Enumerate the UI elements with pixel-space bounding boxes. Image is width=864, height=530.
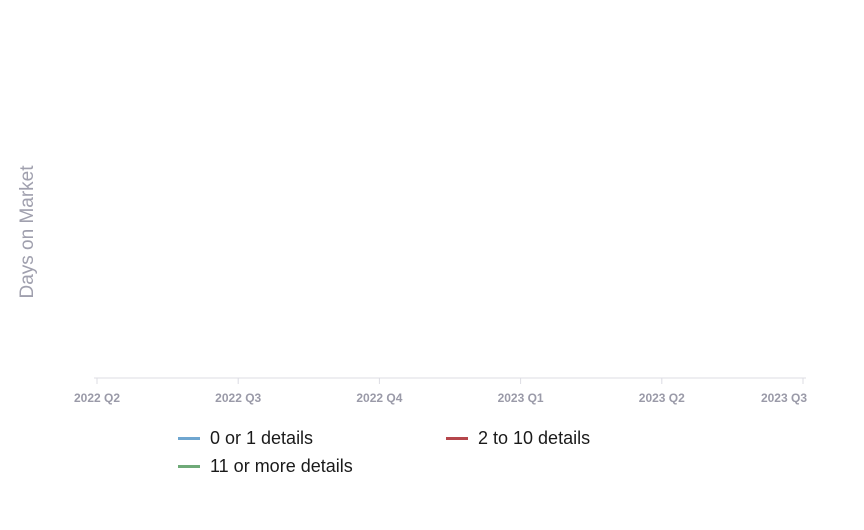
- legend-item: 11 or more details: [178, 456, 353, 477]
- legend-label: 2 to 10 details: [478, 428, 591, 448]
- legend-label: 0 or 1 details: [210, 428, 314, 448]
- x-tick-label: 2023 Q2: [639, 391, 685, 405]
- legend-label: 11 or more details: [210, 456, 353, 476]
- x-tick-label: 2023 Q1: [498, 391, 544, 405]
- x-tick-label: 2022 Q2: [74, 391, 120, 405]
- y-axis-label: Days on Market: [17, 165, 38, 299]
- x-tick-label: 2023 Q3: [761, 391, 807, 405]
- legend-item: 0 or 1 details: [178, 428, 313, 449]
- legend-swatch: [178, 437, 200, 440]
- legend-swatch: [178, 465, 200, 468]
- x-tick-label: 2022 Q3: [215, 391, 261, 405]
- legend-swatch: [446, 437, 468, 440]
- x-axis: 2022 Q2 2022 Q3 2022 Q4 2023 Q1 2023 Q2 2023 …: [74, 377, 807, 405]
- x-tick-label: 2022 Q4: [356, 391, 402, 405]
- legend-item: 2 to 10 details: [446, 428, 590, 449]
